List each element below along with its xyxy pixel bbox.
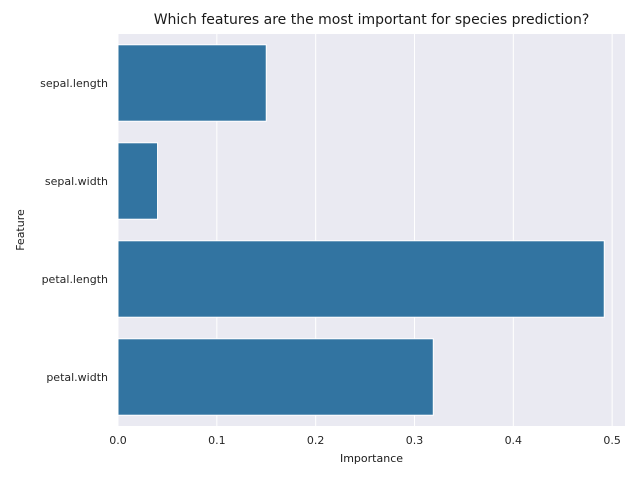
x-tick-label: 0.5 — [603, 434, 621, 447]
y-axis-label: Feature — [14, 209, 27, 251]
bar-petal-length — [117, 240, 605, 318]
x-tick-label: 0.0 — [109, 434, 127, 447]
x-tick-label: 0.2 — [307, 434, 325, 447]
bar-sepal-length — [117, 44, 267, 122]
y-axis-ticks: sepal.length sepal.width petal.length petal… — [40, 77, 108, 384]
x-axis-ticks: 0.0 0.1 0.2 0.3 0.4 0.5 — [109, 434, 621, 447]
chart-title: Which features are the most important fo… — [154, 12, 590, 28]
x-tick-label: 0.3 — [406, 434, 424, 447]
bar-sepal-width — [117, 142, 159, 220]
y-tick-label: petal.length — [42, 273, 108, 286]
x-tick-label: 0.1 — [208, 434, 226, 447]
bars — [117, 44, 605, 416]
y-tick-label: sepal.length — [40, 77, 108, 90]
x-axis-label: Importance — [340, 452, 403, 465]
y-tick-label: petal.width — [46, 371, 108, 384]
y-tick-label: sepal.width — [45, 175, 108, 188]
bar-petal-width — [117, 338, 434, 416]
x-tick-label: 0.4 — [505, 434, 523, 447]
